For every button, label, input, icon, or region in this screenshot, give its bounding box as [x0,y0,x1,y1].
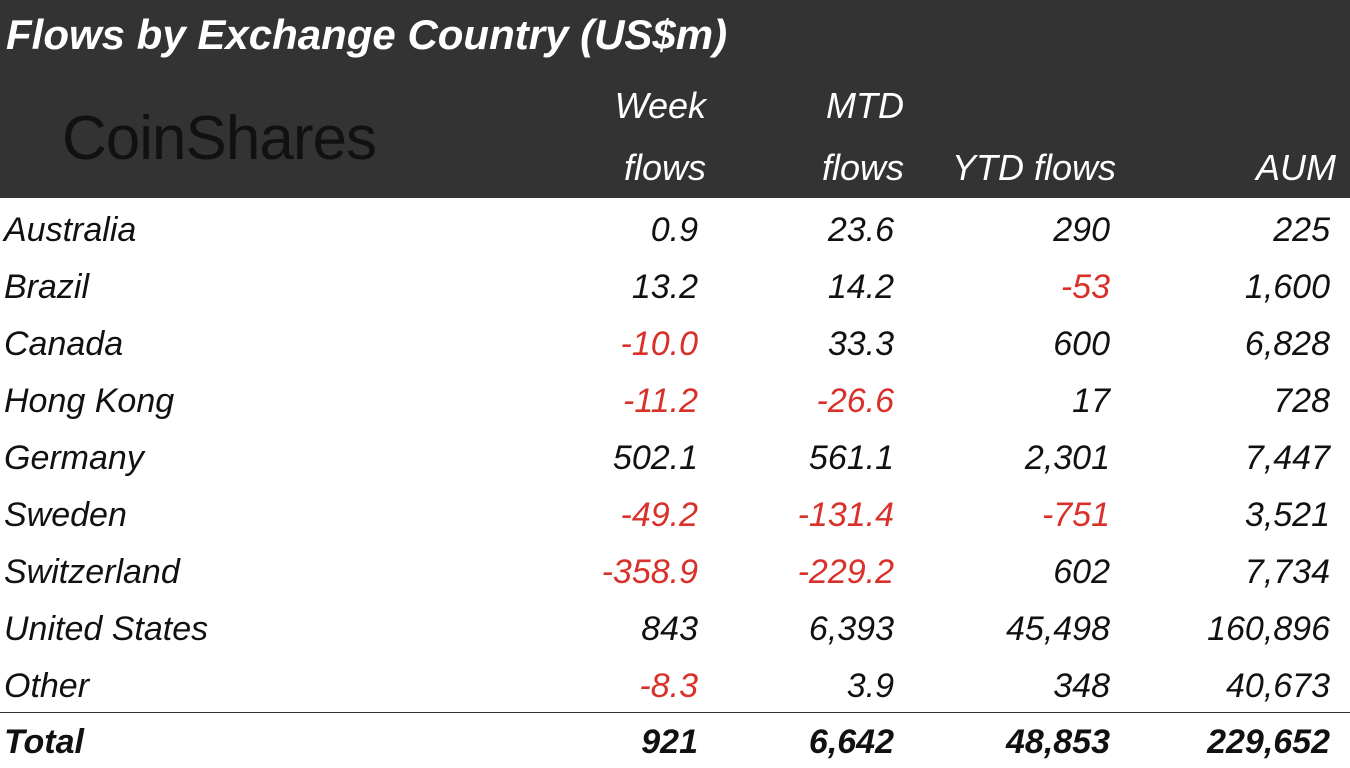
cell-value: 6,642 [808,723,894,761]
cell-value: 843 [641,610,698,648]
column-header: MTD [826,85,904,126]
cell-value: 40,673 [1226,667,1330,705]
brand-logo: CoinShares [62,104,377,173]
cell-value: 23.6 [827,211,894,249]
row-label: Germany [4,439,144,477]
column-header: AUM [1256,147,1336,188]
cell-value: 45,498 [1006,610,1110,648]
cell-value: 921 [641,723,698,761]
cell-value: 6,828 [1244,325,1330,363]
cell-value: -11.2 [623,382,698,420]
column-header: flows [623,147,706,188]
cell-value: -53 [1060,268,1110,306]
column-header: flows [821,147,904,188]
row-label: Canada [4,325,124,363]
row-label: Australia [4,211,137,249]
cell-value: 7,734 [1244,553,1330,591]
cell-value: -26.6 [816,382,895,420]
cell-value: 33.3 [827,325,894,363]
cell-value: 160,896 [1207,610,1330,648]
cell-value: 600 [1053,325,1110,363]
cell-value: 502.1 [612,439,698,477]
cell-value: 229,652 [1207,723,1330,761]
cell-value: -131.4 [797,496,894,534]
cell-value: 1,600 [1244,268,1330,306]
row-label: Brazil [4,268,90,306]
header-band: Flows by Exchange Country (US$m) CoinSha… [0,0,1350,198]
cell-value: -49.2 [620,496,699,534]
cell-value: 13.2 [631,268,698,306]
cell-value: 2,301 [1024,439,1110,477]
cell-value: 17 [1072,382,1110,420]
cell-value: -229.2 [797,553,894,591]
title: Flows by Exchange Country (US$m) [6,11,728,58]
cell-value: 602 [1053,553,1110,591]
cell-value: 561.1 [808,439,894,477]
row-label: Switzerland [4,553,180,591]
cell-value: -8.3 [639,667,698,705]
cell-value: 48,853 [1006,723,1110,761]
cell-value: 3.9 [846,667,894,705]
column-header: Week [614,85,706,126]
row-label: Total [4,723,84,761]
cell-value: 6,393 [808,610,894,648]
row-label: United States [4,610,209,648]
cell-value: 0.9 [650,211,698,249]
cell-value: -751 [1041,496,1110,534]
cell-value: 225 [1273,211,1330,249]
cell-value: -358.9 [601,553,698,591]
column-header: YTD flows [951,147,1116,188]
row-label: Sweden [4,496,127,534]
cell-value: 3,521 [1244,496,1330,534]
total-rule [0,712,1350,713]
cell-value: 290 [1053,211,1110,249]
row-label: Other [4,667,90,705]
row-label: Hong Kong [4,382,175,420]
cell-value: -10.0 [620,325,699,363]
cell-value: 7,447 [1244,439,1330,477]
cell-value: 14.2 [827,268,894,306]
cell-value: 728 [1273,382,1330,420]
cell-value: 348 [1053,667,1110,705]
